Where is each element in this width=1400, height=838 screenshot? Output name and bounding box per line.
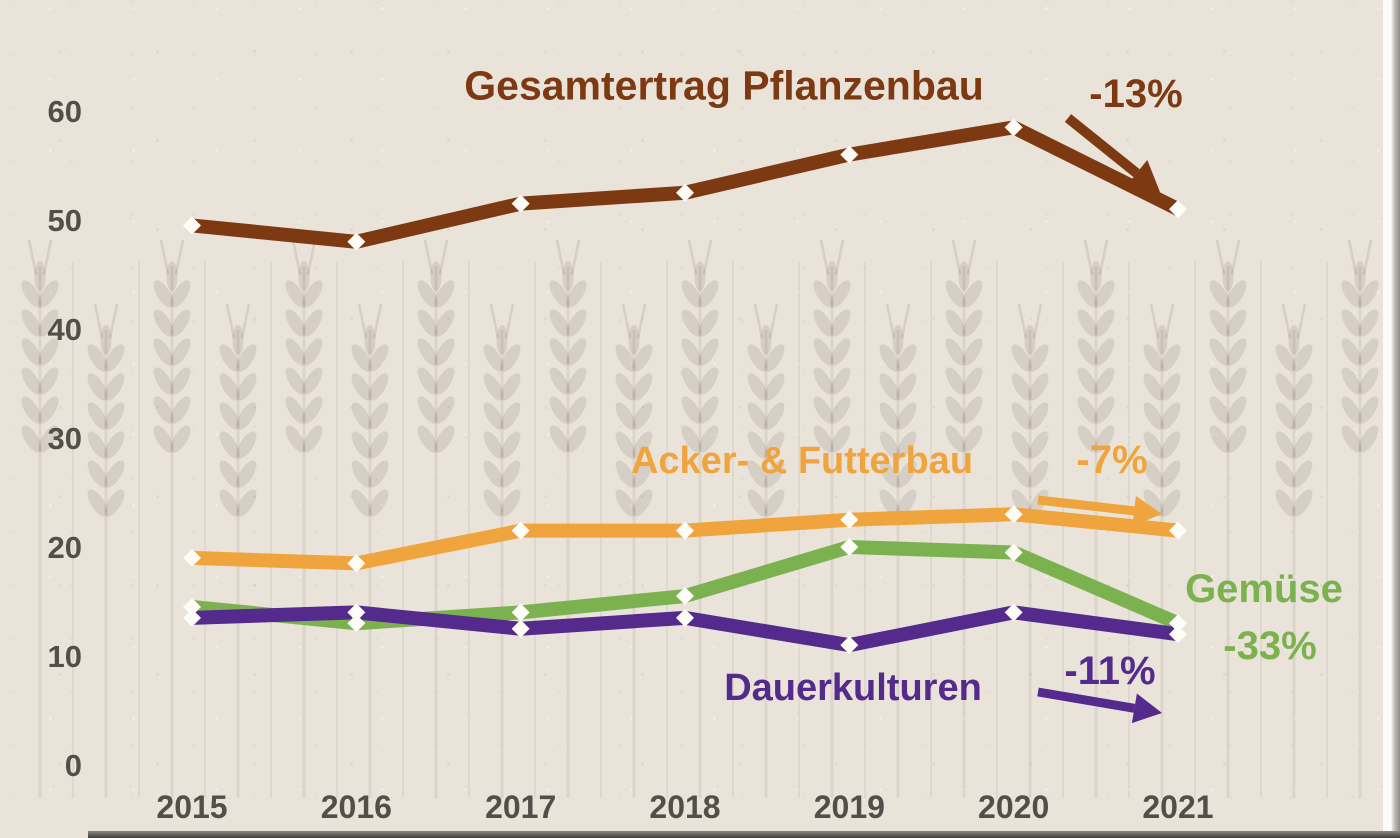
x-axis-tick: 2021 [1142,789,1213,825]
data-point-marker [511,619,530,638]
x-axis-tick: 2017 [485,789,556,825]
data-point-marker [840,636,859,655]
trend-arrow-head [1132,495,1162,526]
x-axis-tick: 2020 [978,789,1049,825]
data-point-marker [675,587,694,606]
page-edge-shadow-bottom [88,831,1400,838]
data-point-marker [183,548,201,567]
series-label-dauerkulturen: Dauerkulturen [724,667,982,709]
data-point-marker [183,216,201,235]
data-point-marker [511,603,530,622]
x-axis-tick: 2016 [321,789,392,825]
wheat-ears [21,239,1394,798]
data-point-marker [1004,543,1023,562]
y-axis-tick: 60 [48,94,82,129]
data-point-marker [511,521,530,540]
page-edge-shadow-right [1383,0,1400,838]
data-point-marker [1168,521,1187,540]
y-axis-tick: 50 [48,203,82,238]
data-point-marker [675,521,694,540]
data-point-marker [1004,505,1023,524]
x-axis-tick: 2015 [156,789,227,825]
data-point-marker [347,603,366,622]
y-axis-tick: 40 [48,312,82,347]
data-point-marker [675,608,694,627]
data-point-marker [1004,118,1023,137]
change-label-dauerkulturen: -11% [1064,649,1156,693]
series-label-gemuese: Gemüse [1185,567,1343,611]
y-axis-tick: 20 [48,530,82,565]
data-point-marker [511,194,530,213]
chart-title: Gesamtertrag Pflanzenbau [464,62,984,109]
data-point-marker [840,538,859,556]
data-point-marker [347,232,366,251]
change-label-gemuese: -33% [1223,624,1317,668]
series-label-acker-futterbau: Acker- & Futterbau [630,440,974,482]
trend-arrow-head [1125,159,1160,192]
data-point-marker [840,145,859,164]
data-point-marker [183,597,201,616]
trend-arrow-shaft [1037,687,1136,713]
data-point-marker [1168,200,1187,219]
change-label-gesamtertrag: -13% [1089,72,1183,116]
data-point-marker [675,183,694,202]
x-axis-tick: 2019 [814,789,885,825]
change-label-acker-futterbau: -7% [1076,438,1148,482]
data-point-marker [1004,603,1023,622]
trend-arrow-shaft [1064,114,1140,178]
x-axis-tick: 2018 [649,789,720,825]
y-axis-tick: 30 [48,421,82,456]
y-axis-tick: 10 [48,639,82,674]
data-point-marker [347,614,366,633]
trend-arrow-shaft [1037,495,1135,516]
data-point-marker [1168,614,1187,633]
data-point-marker [840,510,859,529]
y-axis-tick: 0 [65,748,82,783]
trend-arrow-head [1131,693,1162,724]
data-point-marker [347,554,366,573]
data-point-marker [183,608,201,627]
data-point-marker [1168,625,1187,644]
